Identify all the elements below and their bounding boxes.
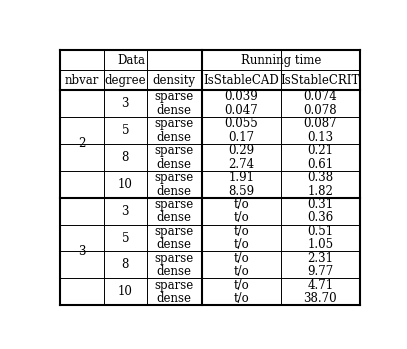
Text: sparse: sparse [155,198,194,211]
Text: dense: dense [157,211,192,224]
Text: 2.31: 2.31 [307,252,333,265]
Text: 4.71: 4.71 [307,279,333,291]
Text: 10: 10 [118,285,133,298]
Text: t/o: t/o [233,225,249,238]
Text: 0.087: 0.087 [304,117,337,130]
Text: 0.074: 0.074 [304,90,337,103]
Text: 2: 2 [78,138,86,150]
Text: 2.74: 2.74 [228,158,254,171]
Text: sparse: sparse [155,225,194,238]
Text: 1.82: 1.82 [307,185,333,198]
Text: dense: dense [157,131,192,144]
Text: t/o: t/o [233,211,249,224]
Text: 1.91: 1.91 [228,171,254,184]
Text: 0.13: 0.13 [307,131,333,144]
Text: 3: 3 [122,97,129,110]
Text: sparse: sparse [155,279,194,291]
Text: 0.17: 0.17 [228,131,254,144]
Text: nbvar: nbvar [65,74,99,87]
Text: sparse: sparse [155,90,194,103]
Text: Data: Data [117,53,145,67]
Text: 1.05: 1.05 [307,238,333,251]
Text: Running time: Running time [241,53,321,67]
Text: IsStableCAD: IsStableCAD [204,74,279,87]
Text: degree: degree [105,74,146,87]
Text: 0.29: 0.29 [228,144,254,157]
Text: 9.77: 9.77 [307,265,334,278]
Text: 8: 8 [122,151,129,164]
Text: dense: dense [157,104,192,117]
Text: t/o: t/o [233,292,249,305]
Text: t/o: t/o [233,252,249,265]
Text: 0.38: 0.38 [307,171,333,184]
Text: dense: dense [157,265,192,278]
Text: 10: 10 [118,178,133,191]
Text: 38.70: 38.70 [304,292,337,305]
Text: sparse: sparse [155,117,194,130]
Text: 3: 3 [122,205,129,218]
Text: sparse: sparse [155,171,194,184]
Text: 0.039: 0.039 [224,90,258,103]
Text: 8: 8 [122,258,129,272]
Text: IsStableCRIT: IsStableCRIT [281,74,360,87]
Text: density: density [153,74,196,87]
Text: 0.047: 0.047 [224,104,258,117]
Text: dense: dense [157,185,192,198]
Text: t/o: t/o [233,198,249,211]
Text: t/o: t/o [233,238,249,251]
Text: 5: 5 [122,231,129,245]
Text: 0.078: 0.078 [304,104,337,117]
Text: 0.36: 0.36 [307,211,334,224]
Text: 0.61: 0.61 [307,158,333,171]
Text: 5: 5 [122,124,129,137]
Text: 0.51: 0.51 [307,225,333,238]
Text: t/o: t/o [233,279,249,291]
Text: dense: dense [157,238,192,251]
Text: sparse: sparse [155,144,194,157]
Text: 0.31: 0.31 [307,198,333,211]
Text: 8.59: 8.59 [228,185,254,198]
Text: 0.055: 0.055 [224,117,258,130]
Text: 3: 3 [78,245,86,258]
Text: sparse: sparse [155,252,194,265]
Text: t/o: t/o [233,265,249,278]
Text: dense: dense [157,292,192,305]
Text: 0.21: 0.21 [307,144,333,157]
Text: dense: dense [157,158,192,171]
